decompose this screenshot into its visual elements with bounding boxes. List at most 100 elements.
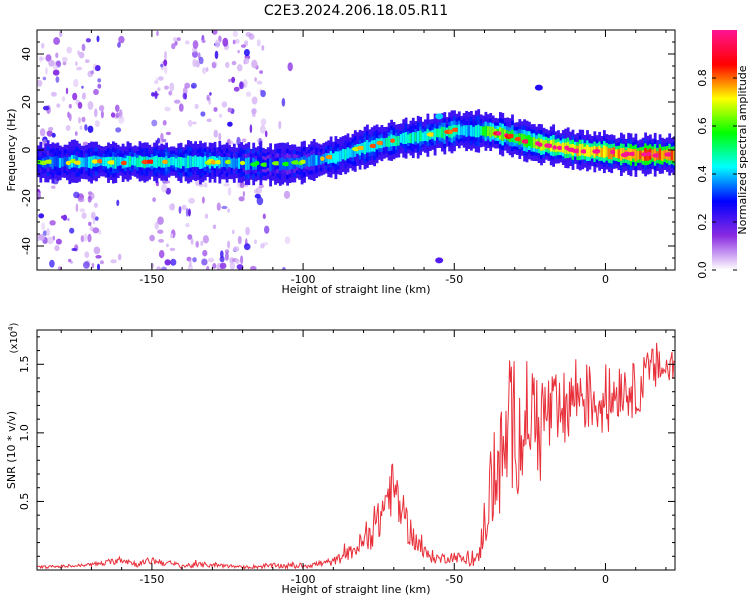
heatmap-ridge-cell bbox=[85, 157, 89, 168]
heatmap-noise-cell bbox=[254, 77, 257, 82]
heatmap-ridge-peak bbox=[390, 138, 395, 143]
heatmap-noise-cell bbox=[168, 90, 173, 96]
heatmap-ridge-cell bbox=[617, 149, 621, 159]
heatmap-ridge-cell bbox=[332, 153, 335, 163]
heatmap-noise-cell bbox=[37, 79, 43, 87]
heatmap-noise-cell bbox=[92, 218, 96, 225]
heatmap-noise-cell bbox=[61, 215, 64, 219]
heatmap-ridge-cell bbox=[407, 134, 410, 143]
heatmap-ridge-cell bbox=[80, 157, 84, 168]
heatmap-noise-cell bbox=[48, 59, 55, 67]
heatmap-ridge-cell bbox=[346, 147, 350, 159]
heatmap-noise-cell bbox=[244, 57, 250, 65]
heatmap-noise-cell bbox=[49, 220, 56, 226]
heatmap-ridge-cell bbox=[349, 148, 352, 158]
heatmap-ridge-cell bbox=[433, 128, 437, 141]
heatmap-noise-cell bbox=[42, 105, 50, 111]
heatmap-ridge-cell bbox=[58, 157, 62, 168]
heatmap-isolated-blob bbox=[435, 257, 444, 264]
heatmap-ridge-cell bbox=[528, 135, 531, 146]
heatmap-noise-cell bbox=[110, 259, 117, 264]
y-tick-label: 20 bbox=[20, 95, 33, 109]
heatmap-ridge-peak bbox=[162, 159, 169, 164]
heatmap-noise-cell bbox=[77, 50, 80, 55]
heatmap-noise-cell bbox=[94, 216, 99, 221]
heatmap-noise-cell bbox=[185, 208, 189, 217]
heatmap-ridge-cell bbox=[172, 156, 176, 166]
heatmap-ridge-cell bbox=[414, 132, 418, 142]
heatmap-ridge-cell bbox=[119, 156, 122, 166]
heatmap-noise-cell bbox=[251, 108, 257, 115]
heatmap-noise-cell bbox=[234, 258, 240, 265]
heatmap-ridge-cell bbox=[196, 156, 200, 168]
heatmap-noise-cell bbox=[156, 30, 159, 36]
heatmap-noise-cell bbox=[77, 101, 83, 109]
heatmap-noise-cell bbox=[87, 233, 92, 243]
heatmap-noise-cell bbox=[45, 54, 52, 62]
heatmap-noise-cell bbox=[187, 208, 191, 217]
heatmap-noise-cell bbox=[38, 213, 45, 219]
heatmap-ridge-cell bbox=[443, 127, 447, 140]
heatmap-ridge-cell bbox=[588, 146, 592, 158]
heatmap-ridge-peak bbox=[557, 145, 562, 151]
heatmap-marks bbox=[37, 30, 675, 270]
heatmap-noise-cell bbox=[66, 46, 72, 54]
heatmap-noise-cell bbox=[215, 39, 221, 48]
heatmap-ridge-peak bbox=[260, 162, 269, 167]
heatmap-noise-cell bbox=[242, 191, 246, 197]
heatmap-noise-cell bbox=[160, 132, 164, 141]
heatmap-noise-cell bbox=[213, 129, 219, 138]
heatmap-ridge-cell bbox=[462, 125, 466, 136]
snr-ticks: -150 -100 -50 0 0.5 1.0 1.5 bbox=[18, 330, 675, 586]
heatmap-noise-cell bbox=[182, 92, 187, 100]
heatmap-noise-cell bbox=[81, 116, 86, 123]
heatmap-noise-cell bbox=[240, 44, 247, 48]
heatmap-ridge-cell bbox=[441, 126, 444, 138]
heatmap-noise-cell bbox=[65, 125, 71, 131]
heatmap-ridge-cell bbox=[472, 126, 476, 137]
heatmap-noise-cell bbox=[206, 265, 210, 270]
heatmap-noise-cell bbox=[248, 33, 255, 40]
heatmap-ridge-peak bbox=[596, 149, 601, 154]
heatmap-ridge-cell bbox=[387, 136, 391, 148]
heatmap-ridge-cell bbox=[203, 156, 207, 167]
heatmap-noise-cell bbox=[250, 265, 257, 270]
heatmap-noise-cell bbox=[41, 222, 45, 231]
x-tick-label: -150 bbox=[139, 573, 164, 586]
heatmap-ridge-cell bbox=[182, 157, 185, 167]
heatmap-noise-cell bbox=[219, 262, 227, 269]
heatmap-noise-cell bbox=[84, 251, 90, 258]
heatmap-noise-cell bbox=[243, 243, 251, 251]
heatmap-ridge-cell bbox=[530, 137, 534, 148]
heatmap-noise-cell bbox=[233, 246, 240, 252]
heatmap-noise-cell bbox=[185, 222, 190, 228]
heatmap-ridge-cell bbox=[363, 141, 367, 155]
heatmap-ridge-cell bbox=[409, 133, 413, 144]
spectrogram-ticks: -150 -100 -50 0 -40 -20 0 20 40 bbox=[20, 29, 675, 286]
heatmap-ridge-cell bbox=[419, 130, 422, 142]
heatmap-noise-cell bbox=[85, 59, 90, 63]
heatmap-ridge-peak bbox=[580, 149, 587, 154]
heatmap-noise-cell bbox=[204, 213, 209, 219]
heatmap-noise-cell bbox=[262, 242, 269, 246]
heatmap-noise-cell bbox=[62, 61, 67, 66]
heatmap-noise-cell bbox=[281, 97, 286, 107]
heatmap-ridge-cell bbox=[411, 132, 415, 144]
heatmap-ridge-cell bbox=[344, 149, 347, 161]
heatmap-noise-cell bbox=[172, 37, 178, 42]
heatmap-noise-cell bbox=[278, 120, 282, 130]
heatmap-ridge-cell bbox=[561, 142, 565, 153]
heatmap-ridge-cell bbox=[269, 158, 272, 172]
heatmap-ridge-cell bbox=[266, 158, 270, 168]
heatmap-noise-cell bbox=[41, 42, 45, 49]
heatmap-ridge-peak bbox=[547, 143, 553, 148]
heatmap-noise-cell bbox=[65, 87, 69, 95]
heatmap-ridge-cell bbox=[104, 157, 108, 167]
heatmap-noise-cell bbox=[90, 211, 96, 220]
heatmap-noise-cell bbox=[55, 76, 60, 83]
heatmap-noise-cell bbox=[51, 185, 56, 189]
heatmap-noise-cell bbox=[201, 39, 206, 43]
colorbar: 0.0 0.2 0.4 0.6 0.8 Normalized spectral ampl… bbox=[696, 30, 749, 279]
heatmap-noise-cell bbox=[87, 125, 94, 133]
heatmap-ridge-cell bbox=[288, 158, 292, 170]
